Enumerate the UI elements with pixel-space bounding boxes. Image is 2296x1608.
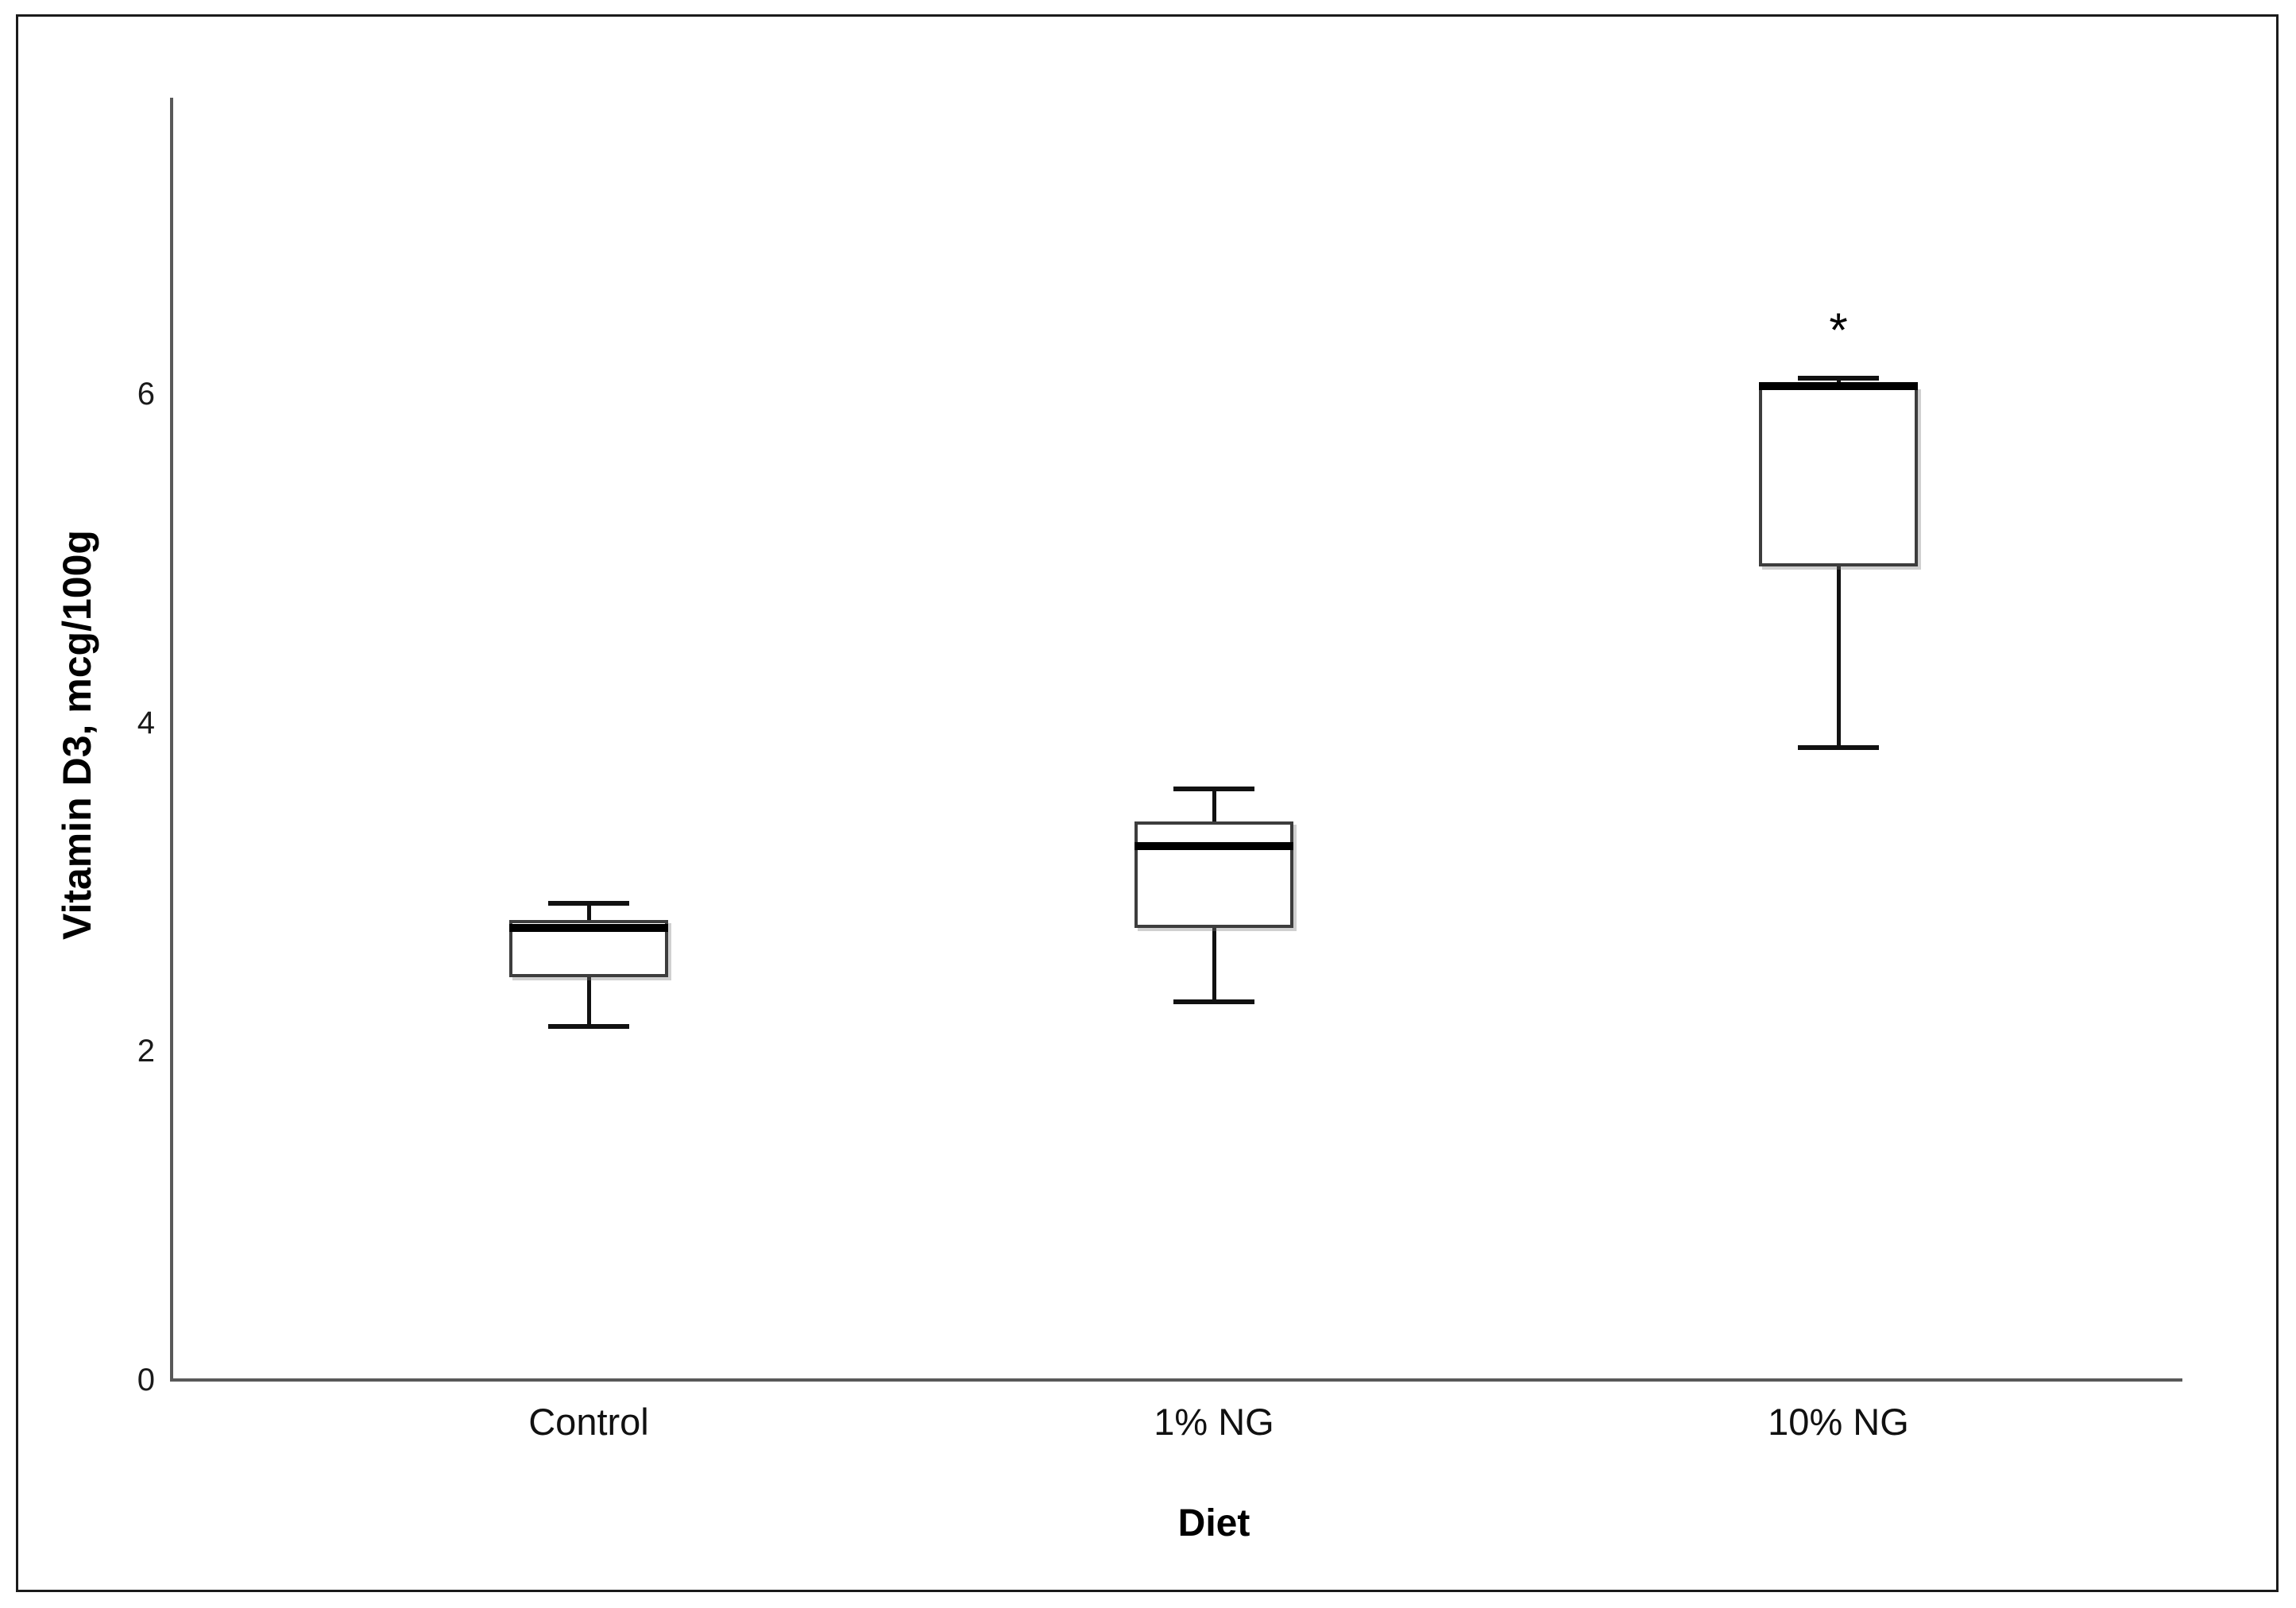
y-axis-line — [170, 98, 173, 1380]
box-1-ng — [1134, 821, 1293, 929]
box-10-ng — [1759, 385, 1918, 567]
median-line — [509, 924, 668, 933]
upper-whisker-stem — [1212, 788, 1216, 821]
lower-whisker-stem — [1837, 566, 1841, 748]
x-axis-line — [170, 1378, 2182, 1382]
lower-whisker-cap — [1798, 744, 1879, 750]
x-category-label: 1% NG — [1154, 1401, 1274, 1443]
x-category-label: Control — [528, 1401, 649, 1443]
y-tick-label: 0 — [137, 1363, 155, 1397]
upper-whisker-stem — [587, 903, 591, 920]
lower-whisker-stem — [587, 977, 591, 1027]
upper-whisker-cap — [548, 901, 629, 906]
lower-whisker-cap — [548, 1024, 629, 1030]
figure-border-frame — [16, 14, 2279, 1592]
y-tick-label: 4 — [137, 705, 155, 740]
upper-whisker-cap — [1798, 375, 1879, 381]
x-axis-title: Diet — [1177, 1502, 1250, 1544]
x-category-label: 10% NG — [1768, 1401, 1909, 1443]
upper-whisker-stem — [1837, 377, 1841, 386]
upper-whisker-cap — [1173, 786, 1254, 791]
median-line — [1759, 381, 1918, 390]
median-line — [1134, 841, 1293, 850]
y-tick-label: 6 — [137, 377, 155, 412]
lower-whisker-cap — [1173, 999, 1254, 1005]
y-tick-label: 2 — [137, 1034, 155, 1069]
significance-asterisk: * — [1829, 303, 1848, 357]
lower-whisker-stem — [1212, 928, 1216, 1003]
